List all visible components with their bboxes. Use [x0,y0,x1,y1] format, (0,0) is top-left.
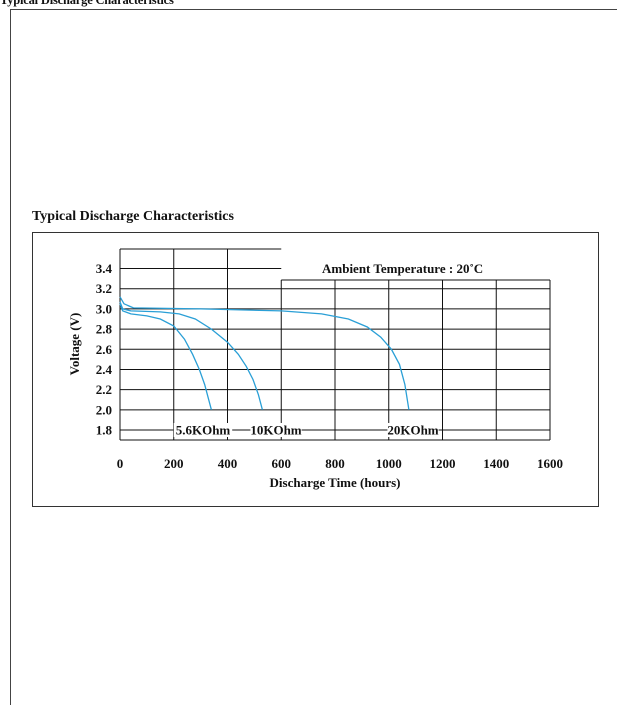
x-tick-label: 1600 [537,456,563,471]
chart-title: Typical Discharge Characteristics [32,209,234,224]
y-tick-label: 2.6 [96,342,113,357]
x-tick-label: 200 [164,456,184,471]
x-tick-label: 600 [272,456,292,471]
x-tick-label: 1000 [376,456,402,471]
series-lines [119,296,410,410]
chart-frame [32,232,599,507]
y-tick-label: 2.4 [96,362,113,377]
series-label-background [173,423,233,437]
y-tick-label: 2.0 [96,402,112,417]
grid-lines [119,248,551,441]
series-label-background [250,423,302,437]
y-tick-label: 2.8 [96,322,113,337]
y-tick-label: 3.4 [96,261,113,276]
page-frame-left-border [10,9,11,705]
y-tick-label: 2.2 [96,382,112,397]
series-line [119,296,410,410]
series-label-background [387,423,439,437]
x-axis-label: Discharge Time (hours) [270,475,401,490]
page-frame-top-border [10,9,617,10]
series-line [119,301,264,410]
y-tick-label: 3.2 [96,281,112,296]
series-line [119,303,213,410]
x-tick-label: 400 [218,456,238,471]
axis-labels: 5.6KOhm 10KOhm 20KOhm 1.8 2.0 2.2 2.4 2.6 2.8 3.0… [96,261,563,471]
series-label: 10KOhm [250,423,301,438]
x-tick-label: 1200 [430,456,456,471]
x-tick-label: 1400 [483,456,509,471]
x-tick-label: 0 [117,456,124,471]
top-title: Typical Discharge Characteristics [0,0,174,7]
series-label: 20KOhm [387,423,438,438]
series-label: 5.6KOhm [176,423,231,438]
y-axis-label: Voltage (V) [67,313,82,376]
x-tick-label: 800 [325,456,345,471]
y-tick-label: 3.0 [96,301,112,316]
ambient-temperature-annotation: Ambient Temperature : 20˚C [322,261,483,276]
y-tick-label: 1.8 [96,423,113,438]
